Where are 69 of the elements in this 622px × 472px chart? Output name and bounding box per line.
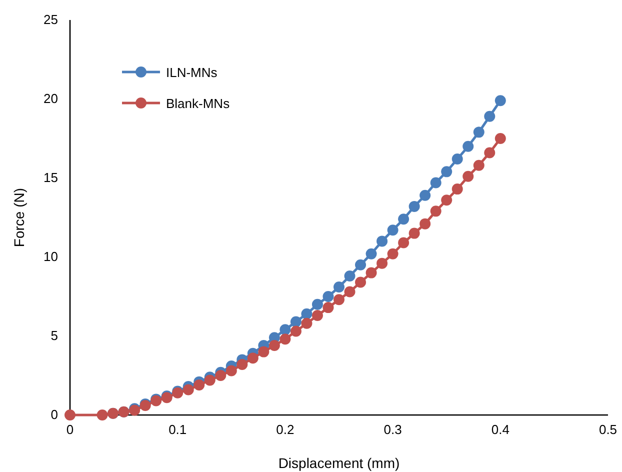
point — [430, 206, 442, 217]
point — [344, 286, 356, 298]
point — [194, 379, 205, 390]
point — [226, 365, 237, 376]
point — [494, 133, 506, 144]
point — [462, 140, 474, 152]
point — [408, 228, 420, 239]
point — [182, 384, 194, 396]
x-tick-label: 0.1 — [168, 422, 187, 438]
point — [322, 302, 334, 314]
point — [366, 248, 377, 260]
point — [290, 326, 302, 337]
point — [355, 276, 366, 288]
legend-label: ILN-MNs — [166, 65, 218, 80]
point — [280, 324, 291, 336]
point — [344, 270, 356, 282]
point — [268, 340, 280, 351]
point — [247, 352, 258, 364]
point — [398, 214, 410, 225]
x-axis-title: Displacement (mm) — [278, 455, 400, 471]
point — [420, 218, 431, 230]
point — [258, 346, 270, 358]
point — [204, 374, 216, 386]
y-axis-title: Force (N) — [11, 188, 27, 248]
point — [376, 236, 388, 247]
point — [64, 410, 76, 420]
point — [322, 291, 334, 302]
point — [366, 267, 377, 278]
point — [452, 154, 463, 165]
point — [473, 126, 484, 138]
point — [301, 308, 312, 320]
x-tick-label: 0.2 — [276, 422, 294, 438]
y-tick-label: 0 — [50, 407, 58, 422]
x-tick-label: 0.3 — [384, 422, 402, 438]
point — [484, 110, 496, 122]
point — [473, 160, 484, 171]
point — [387, 224, 398, 236]
point — [280, 334, 291, 345]
point — [441, 194, 452, 206]
point — [441, 166, 452, 178]
y-tick-label: 20 — [44, 91, 58, 106]
point — [96, 410, 108, 420]
point — [236, 358, 248, 370]
x-tick-label: 0.4 — [491, 422, 510, 438]
point — [462, 170, 474, 182]
point — [494, 95, 506, 106]
legend-label: Blank-MNs — [166, 96, 230, 111]
point — [215, 370, 226, 381]
point — [312, 298, 323, 310]
point — [408, 200, 420, 212]
point — [301, 318, 312, 329]
point — [355, 259, 366, 270]
y-tick-label: 15 — [44, 170, 58, 186]
point — [452, 184, 463, 195]
x-tick-label: 0.5 — [598, 422, 618, 438]
point — [334, 282, 344, 293]
y-tick-label: 5 — [50, 328, 58, 344]
point — [376, 258, 388, 269]
point — [387, 248, 398, 260]
y-tick-label: 10 — [44, 249, 58, 264]
point — [312, 310, 323, 321]
point — [484, 147, 496, 158]
point — [430, 177, 442, 188]
point — [334, 294, 344, 306]
point — [398, 237, 410, 248]
x-tick-label: 0 — [66, 422, 74, 438]
point — [420, 190, 431, 201]
y-tick-label: 25 — [44, 12, 58, 28]
point — [290, 316, 302, 328]
